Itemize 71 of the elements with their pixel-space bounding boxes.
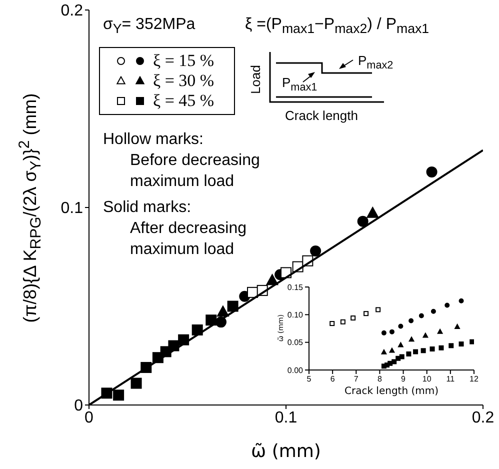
point	[422, 332, 428, 338]
annotation: P$_{max1}$	[282, 75, 318, 94]
point	[381, 349, 387, 354]
y-tick-label: 0	[74, 398, 84, 415]
point	[392, 359, 397, 364]
annotation: Crack length	[285, 108, 358, 123]
x-tick-label: 12	[470, 374, 479, 384]
point	[438, 345, 444, 350]
point	[216, 306, 229, 317]
y-tick-label: 0.15	[287, 282, 304, 292]
annotation: Hollow marks: Before decreasing maximum load	[103, 130, 260, 192]
point	[399, 354, 404, 360]
x-axis-title: Crack length (mm)	[344, 386, 439, 397]
point	[430, 308, 436, 314]
point	[437, 328, 443, 334]
x-tick-label: 8	[377, 374, 382, 384]
point	[398, 324, 404, 329]
point	[398, 342, 404, 348]
point	[266, 274, 278, 286]
point	[340, 319, 346, 324]
legend-label: ξ = 45 %	[153, 91, 214, 111]
legend-label: ξ = 30 %	[153, 71, 214, 91]
point	[350, 315, 356, 320]
y-tick-label: 0.00	[287, 366, 304, 375]
y-tick-label: 0.10	[287, 310, 304, 320]
point	[420, 348, 426, 354]
x-tick-label: 11	[446, 374, 456, 384]
x-axis-title: ω̃ (mm)	[251, 441, 321, 462]
point	[130, 378, 142, 389]
y-tick-label: 0.1	[60, 200, 84, 218]
x-tick-label: 6	[330, 374, 336, 384]
point	[366, 206, 379, 218]
point	[389, 348, 395, 353]
point	[388, 360, 393, 366]
point	[444, 302, 450, 308]
point	[310, 245, 322, 256]
point	[376, 307, 381, 312]
point	[364, 311, 369, 316]
point	[406, 351, 412, 356]
point	[454, 324, 460, 329]
annotation: σ$_{Y}$= 352MPa	[103, 16, 196, 36]
point	[389, 329, 394, 334]
x-tick-label: 5	[306, 374, 312, 384]
y-tick-label: 0.05	[287, 338, 304, 348]
annotation: Load	[248, 65, 263, 94]
point	[470, 339, 474, 344]
x-tick-label: 7	[354, 374, 359, 384]
y-tick-label: 0.2	[60, 2, 84, 20]
point	[426, 166, 438, 178]
point	[227, 300, 238, 312]
point	[448, 343, 454, 348]
point	[413, 349, 418, 354]
point	[418, 313, 424, 318]
annotation: P$_{max2}$	[358, 53, 394, 72]
point	[458, 298, 464, 304]
legend-label: ξ = 15 %	[153, 51, 214, 71]
point	[330, 321, 335, 326]
point	[458, 341, 464, 346]
x-tick-label: 10	[422, 374, 432, 384]
point	[408, 318, 414, 324]
point	[381, 330, 386, 336]
x-tick-label: 9	[401, 374, 406, 384]
x-tick-label: 0.2	[472, 409, 494, 426]
point	[206, 314, 217, 326]
annotation: ξ =(P$_{max1}$−P$_{max2}$) / P$_{max1}$	[245, 16, 430, 36]
point	[396, 356, 401, 361]
point	[430, 346, 435, 352]
point	[357, 216, 368, 227]
annotation: Solid marks: After decreasing maximum load	[103, 198, 247, 260]
point	[408, 336, 414, 342]
point	[113, 390, 124, 401]
